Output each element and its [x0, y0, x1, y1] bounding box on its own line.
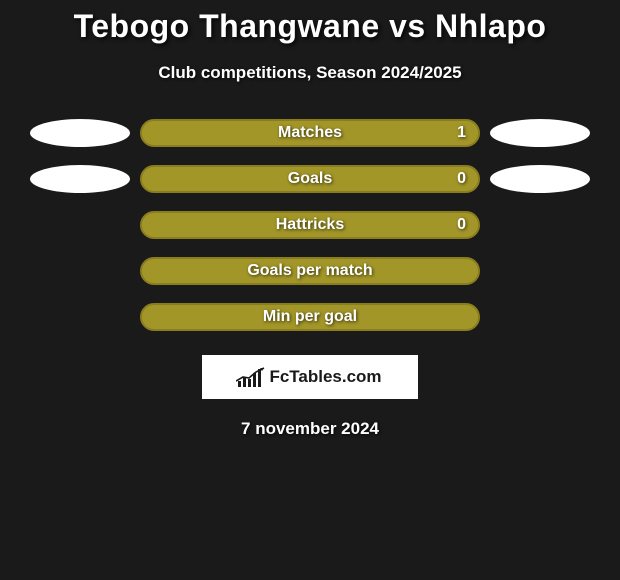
stat-label: Hattricks	[276, 216, 344, 234]
stat-bar-min-per-goal: Min per goal	[140, 303, 480, 331]
attribution-logo: FcTables.com	[202, 355, 418, 399]
page-title: Tebogo Thangwane vs Nhlapo	[0, 8, 620, 45]
left-team-badge	[30, 119, 130, 147]
stat-row: Goals 0	[10, 165, 610, 193]
stat-bar-goals-per-match: Goals per match	[140, 257, 480, 285]
stat-row: Hattricks 0	[10, 211, 610, 239]
logo-text: FcTables.com	[269, 367, 381, 387]
stat-bar-hattricks: Hattricks 0	[140, 211, 480, 239]
stat-bars-container: Matches 1 Goals 0 Hattricks 0 Goals	[0, 119, 620, 331]
stat-label: Min per goal	[263, 308, 357, 326]
stat-label: Matches	[278, 124, 342, 142]
right-team-badge	[490, 165, 590, 193]
stat-bar-goals: Goals 0	[140, 165, 480, 193]
stat-bar-matches: Matches 1	[140, 119, 480, 147]
stat-value: 0	[457, 216, 466, 234]
page-subtitle: Club competitions, Season 2024/2025	[0, 63, 620, 83]
stat-value: 1	[457, 124, 466, 142]
stat-value: 0	[457, 170, 466, 188]
stat-row: Min per goal	[10, 303, 610, 331]
comparison-infographic: Tebogo Thangwane vs Nhlapo Club competit…	[0, 0, 620, 580]
logo-chart-icon	[238, 367, 261, 387]
stat-label: Goals per match	[247, 262, 372, 280]
footer-date: 7 november 2024	[0, 419, 620, 439]
stat-row: Goals per match	[10, 257, 610, 285]
stat-row: Matches 1	[10, 119, 610, 147]
stat-label: Goals	[288, 170, 332, 188]
right-team-badge	[490, 119, 590, 147]
left-team-badge	[30, 165, 130, 193]
